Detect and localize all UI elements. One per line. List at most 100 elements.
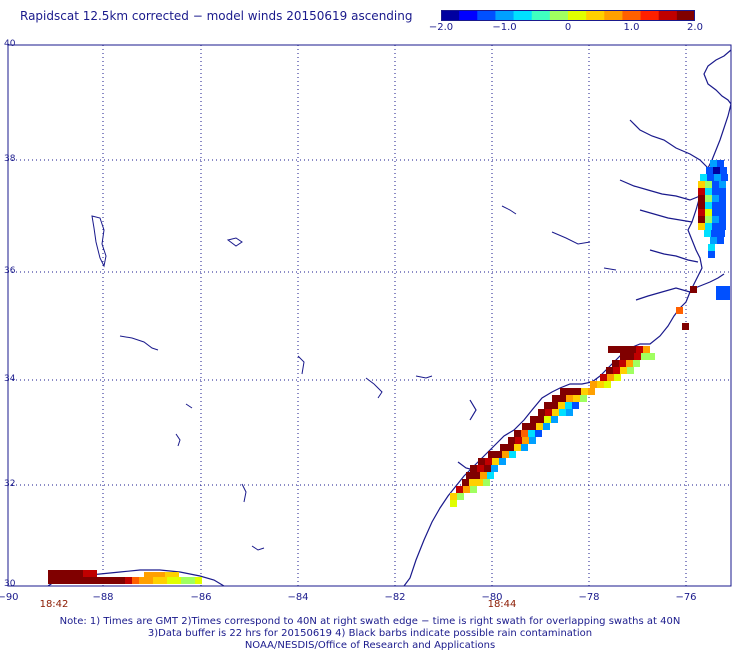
swath-cell: [613, 367, 620, 374]
swath-cell: [698, 188, 705, 195]
swath-cell: [537, 416, 544, 423]
latitude-tick-label: 38: [4, 154, 16, 164]
longitude-tick-label: −76: [675, 592, 697, 603]
swath-cell: [487, 472, 494, 479]
swath-cell: [619, 360, 626, 367]
swath-cell: [158, 572, 165, 579]
colorbar-cell: [495, 10, 515, 21]
longitude-tick-label: −82: [384, 592, 406, 603]
swath-cell: [641, 353, 648, 360]
swath-cell: [620, 353, 627, 360]
swath-cell: [712, 209, 719, 216]
swath-cell: [83, 577, 90, 584]
swath-cell: [682, 323, 689, 330]
swath-cell: [588, 388, 595, 395]
swath-cell: [529, 423, 536, 430]
swath-cell: [565, 402, 572, 409]
colorbar-cell: [676, 10, 695, 21]
swath-cell: [480, 472, 487, 479]
swath-cell: [608, 346, 615, 353]
swath-cell: [712, 202, 719, 209]
swath-cell: [172, 572, 179, 579]
swath-cell: [507, 444, 514, 451]
note-line-3: NOAA/NESDIS/Office of Research and Appli…: [244, 640, 496, 651]
swath-cell: [456, 486, 463, 493]
swath-cell: [716, 286, 723, 293]
swath-cell: [485, 458, 492, 465]
swath-cell: [705, 216, 712, 223]
colorbar-cell: [586, 10, 605, 21]
swath-cell: [581, 388, 588, 395]
colorbar-cell: [459, 10, 478, 21]
swath-cell: [712, 181, 719, 188]
coastline: [47, 49, 732, 587]
swath-cell: [55, 577, 62, 584]
swath-cell: [83, 570, 90, 577]
swath-cell: [627, 367, 634, 374]
colorbar-cell: [604, 10, 623, 21]
swath-cell: [530, 416, 537, 423]
swath-cell: [492, 458, 499, 465]
colorbar-tick-label: 2.0: [687, 22, 703, 33]
swath-cell: [463, 486, 470, 493]
swath-cell: [139, 577, 146, 584]
swath-cell: [188, 577, 195, 584]
swath-cell: [552, 395, 559, 402]
swath-cell: [676, 307, 683, 314]
swath-cell: [462, 479, 469, 486]
swath-cell: [502, 451, 509, 458]
swath-cell: [543, 423, 550, 430]
swath-cell: [712, 188, 719, 195]
swath-cell: [522, 423, 529, 430]
swath-cell: [484, 465, 491, 472]
swath-cell: [698, 181, 705, 188]
swath-cell: [710, 237, 717, 244]
swath-cell: [612, 360, 619, 367]
swath-cell: [580, 395, 587, 402]
colorbar-cell: [658, 10, 678, 21]
swath-cell: [495, 451, 502, 458]
swath-cell: [706, 167, 713, 174]
swath-cell: [718, 230, 725, 237]
swath-cell: [622, 346, 629, 353]
swath-cell: [473, 472, 480, 479]
longitude-tick-label: −90: [0, 592, 19, 603]
swath-cell: [466, 472, 473, 479]
swath-cell: [713, 167, 720, 174]
colorbar-tick-label: −1.0: [492, 22, 517, 33]
swath-cell: [719, 188, 726, 195]
swath-cell: [708, 244, 715, 251]
map-title: Rapidscat 12.5km corrected − model winds…: [20, 9, 413, 23]
swath-cell: [607, 374, 614, 381]
swath-cell: [600, 374, 607, 381]
colorbar-cell: [477, 10, 496, 21]
swath-cell: [614, 374, 621, 381]
colorbar-cell: [549, 10, 569, 21]
swath-cell: [522, 437, 529, 444]
swath-cell: [590, 381, 597, 388]
swath-cell: [477, 465, 484, 472]
swath-cell: [551, 416, 558, 423]
swath-cell: [450, 493, 457, 500]
swath-cell: [544, 402, 551, 409]
swath-cell: [151, 572, 158, 579]
swath-cell: [488, 451, 495, 458]
swath-cell: [719, 181, 726, 188]
colorbar-cell: [531, 10, 551, 21]
latitude-tick-label: 36: [4, 266, 16, 276]
swath-cell: [719, 202, 726, 209]
swath-cell: [566, 395, 573, 402]
swath-cell: [723, 293, 730, 300]
longitude-tick-label: −88: [92, 592, 114, 603]
longitude-tick-label: −80: [481, 592, 503, 603]
swath-cell: [560, 388, 567, 395]
swath-cell: [698, 195, 705, 202]
colorbar-cell: [441, 10, 460, 21]
swath-cell: [643, 346, 650, 353]
swath-cell: [705, 195, 712, 202]
swath-cell: [508, 437, 515, 444]
swath-cell: [690, 286, 697, 293]
swath-cell: [478, 458, 485, 465]
swath-cell: [712, 195, 719, 202]
